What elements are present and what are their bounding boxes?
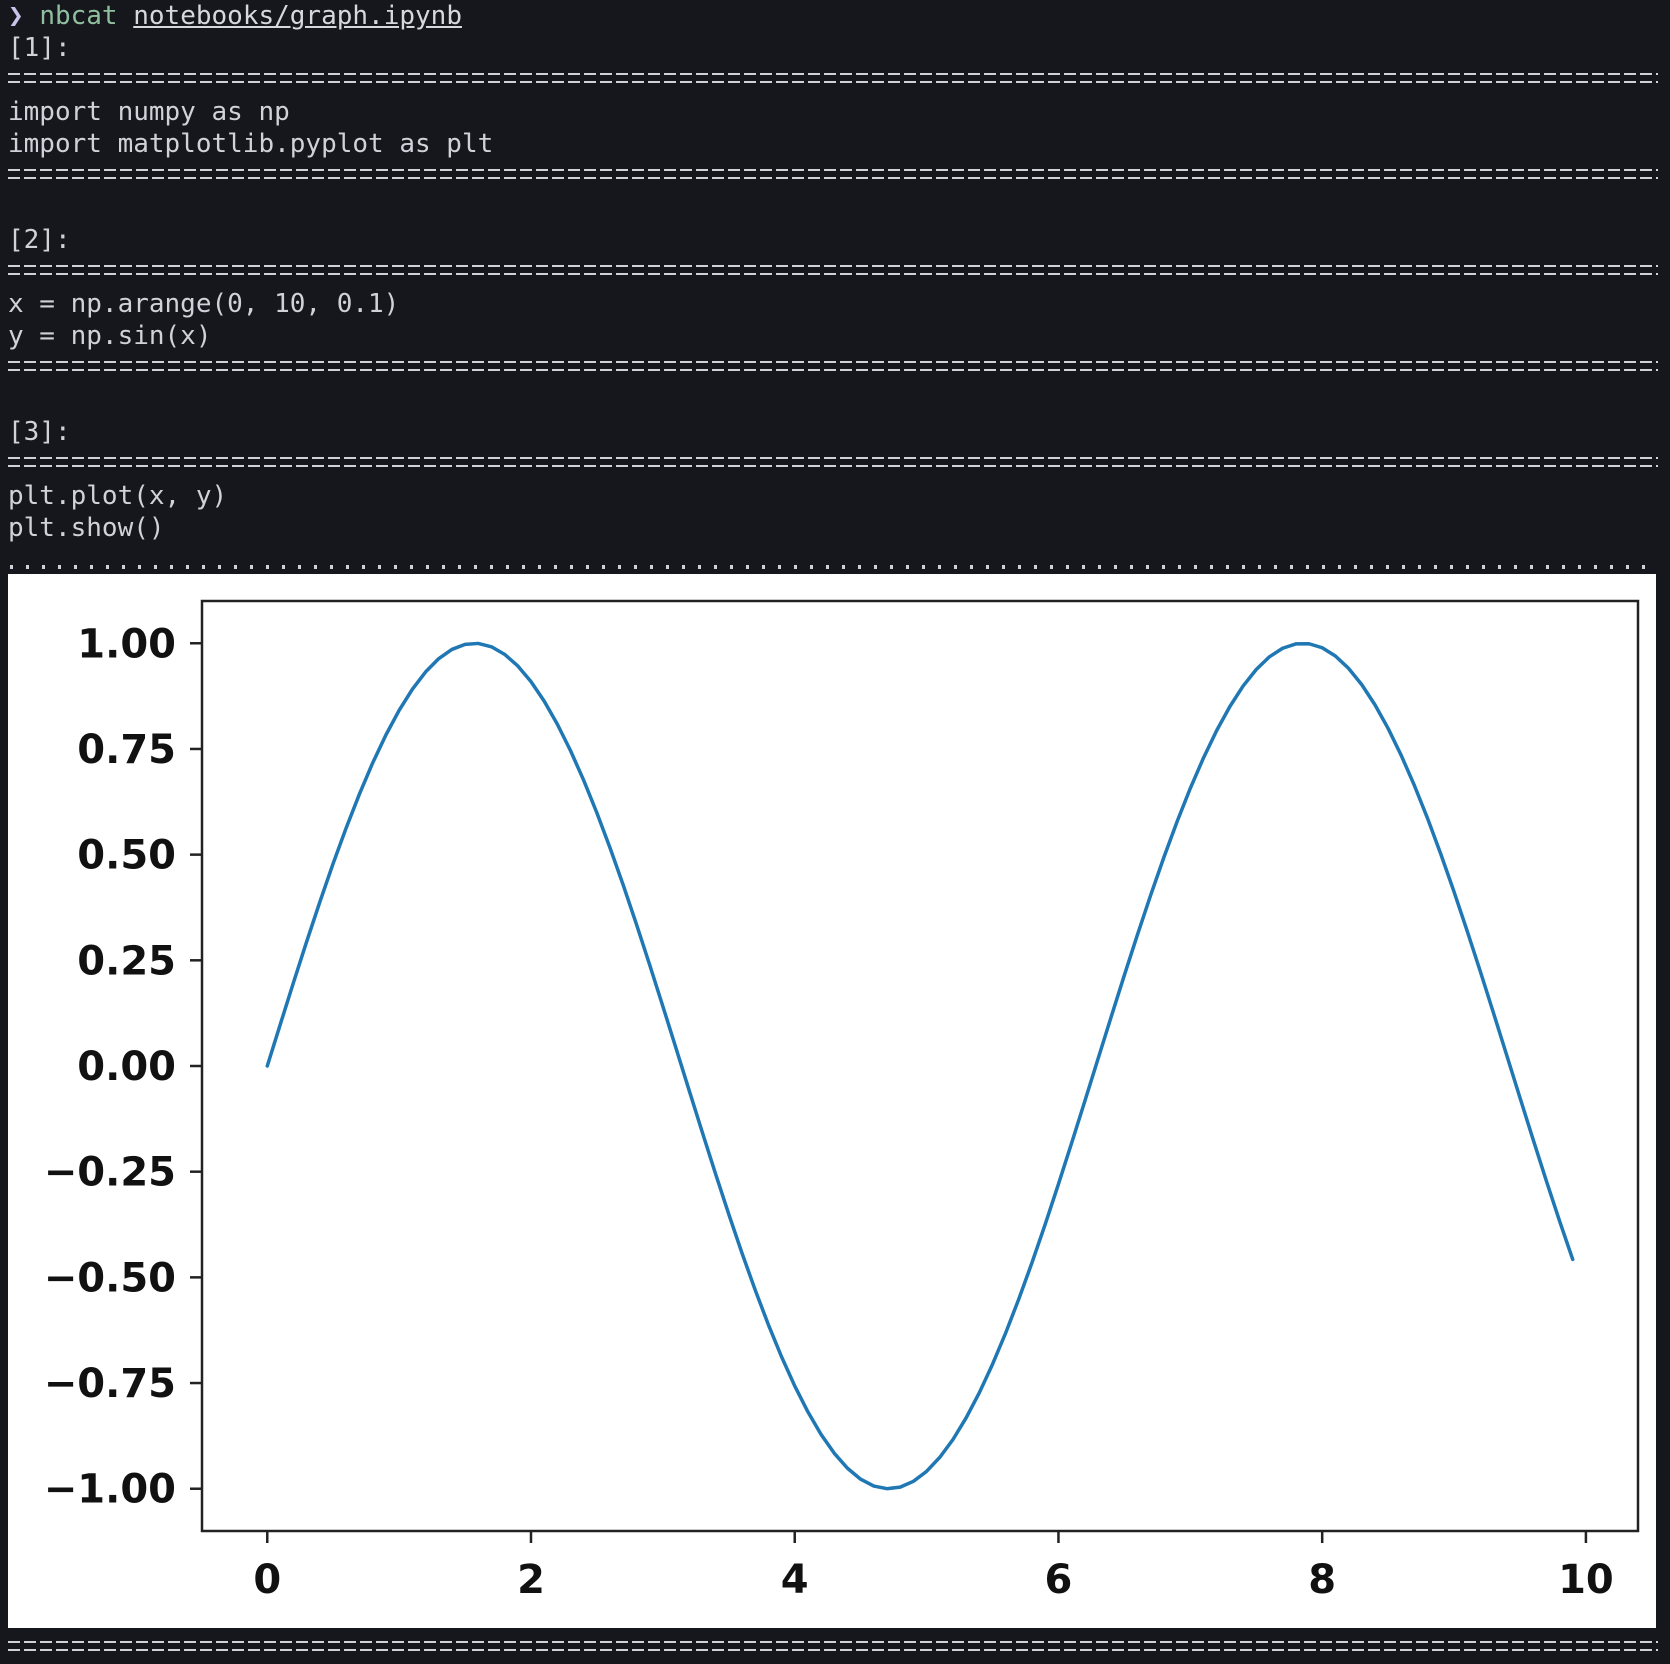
y-tick-label: −1.00 xyxy=(44,1467,176,1513)
code-line: y = np.sin(x) xyxy=(8,321,212,351)
cell-separator xyxy=(8,1632,1658,1664)
terminal-output: ❯ nbcat notebooks/graph.ipynb [1]: impor… xyxy=(8,0,1658,576)
code-line: import matplotlib.pyplot as plt xyxy=(8,129,494,159)
cell-separator xyxy=(8,352,1658,384)
cell-separator xyxy=(8,64,1658,96)
plot-output: 1.00 0.75 0.50 0.25 0.00 −0.25 −0.50 −0.75 −1.00… xyxy=(8,574,1656,1628)
code-line: plt.show() xyxy=(8,513,165,543)
y-tick-label: −0.50 xyxy=(44,1255,176,1301)
y-tick-label: 0.00 xyxy=(77,1044,176,1090)
x-tick-label: 2 xyxy=(517,1557,545,1603)
x-tick-label: 4 xyxy=(781,1557,809,1603)
y-tick-label: 1.00 xyxy=(77,621,176,667)
cell-separator xyxy=(8,448,1658,480)
cell-label: [1]: xyxy=(8,33,71,63)
y-tick-label: 0.75 xyxy=(77,727,176,773)
code-line: x = np.arange(0, 10, 0.1) xyxy=(8,289,400,319)
cell-separator xyxy=(8,160,1658,192)
cell-separator xyxy=(8,256,1658,288)
y-tick-label: −0.75 xyxy=(44,1361,176,1407)
output-separator xyxy=(8,544,1658,576)
x-tick-label: 6 xyxy=(1045,1557,1073,1603)
y-tick-label: 0.25 xyxy=(77,938,176,984)
code-line: import numpy as np xyxy=(8,97,290,127)
y-tick-label: 0.50 xyxy=(77,833,176,879)
prompt-arrow-icon: ❯ xyxy=(8,1,24,31)
cell-label: [2]: xyxy=(8,225,71,255)
y-tick-label: −0.25 xyxy=(44,1150,176,1196)
x-axis: 0 2 4 6 8 10 xyxy=(253,1531,1614,1603)
command-name: nbcat xyxy=(39,1,118,31)
x-tick-label: 8 xyxy=(1308,1557,1336,1603)
cell-label: [3]: xyxy=(8,417,71,447)
prompt-line: ❯ nbcat notebooks/graph.ipynb xyxy=(8,0,1658,32)
code-line: plt.plot(x, y) xyxy=(8,481,228,511)
sine-chart: 1.00 0.75 0.50 0.25 0.00 −0.25 −0.50 −0.75 −1.00… xyxy=(44,599,1640,1603)
notebook-path-link[interactable]: notebooks/graph.ipynb xyxy=(133,1,462,31)
y-axis: 1.00 0.75 0.50 0.25 0.00 −0.25 −0.50 −0.75 −1.00 xyxy=(44,621,202,1513)
x-tick-label: 0 xyxy=(253,1557,281,1603)
series-line xyxy=(265,641,1575,1491)
axes-frame xyxy=(200,599,1640,1533)
x-tick-label: 10 xyxy=(1558,1557,1614,1603)
